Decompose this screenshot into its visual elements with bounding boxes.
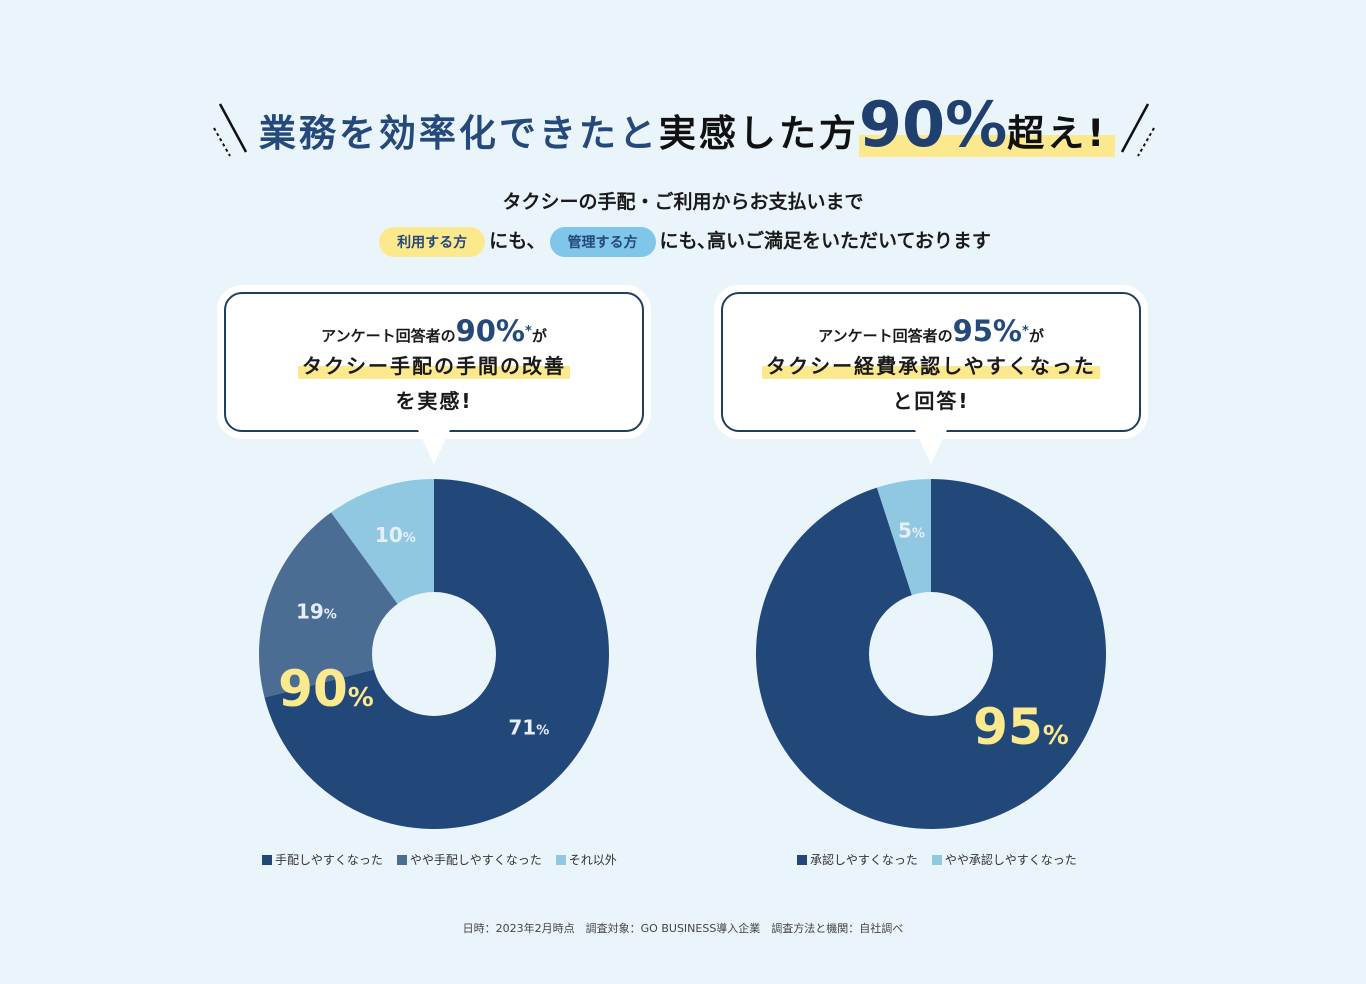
left-legend: 手配しやすくなった やや手配しやすくなった それ以外 [262,851,631,868]
right-callout-tail [915,430,947,464]
headline-part-blue: 業務を効率化できたと [258,112,659,155]
left-callout-after: が [531,327,547,345]
line2-mid: にも、 [489,230,546,252]
left-callout-line2: タクシー手配の手間の改善 [298,350,570,379]
left-callout-lead: アンケート回答者の [321,327,456,345]
legend-item-1-0: 承認しやすくなった [797,851,918,868]
right-donut-chart: 5%95% [756,479,1106,829]
legend-swatch-1-0 [797,855,807,865]
legend-swatch-1-1 [931,855,942,865]
subtitle-line2: 利用する方 にも、 管理する方 にも､高いご満足をいただいております [0,226,1366,257]
legend-item-0-2: それ以外 [555,851,617,868]
slice-label-1-1: 5% [898,519,925,543]
slice-label-0-1: 19% [296,600,337,624]
headline-suffix: 超え! [1007,112,1108,155]
headline: 業務を効率化できたと実感した方 90%超え! [0,88,1366,161]
footer-note: 日時：2023年2月時点 調査対象：GO BUSINESS導入企業 調査方法と機… [462,922,904,935]
headline-big-number: 90% [858,88,1008,161]
right-callout-line2: タクシー経費承認しやすくなった [762,350,1100,379]
right-callout: アンケート回答者の95%*が タクシー経費承認しやすくなった と回答! [721,292,1141,432]
left-callout-tail [418,430,450,464]
legend-item-1-1: やや承認しやすくなった [931,851,1077,868]
legend-label-0-0: 手配しやすくなった [275,853,383,867]
right-callout-pct: 95% [952,314,1022,348]
right-callout-lead: アンケート回答者の [818,327,953,345]
subtitle: タクシーの手配・ご利用からお支払いまで [502,191,864,213]
legend-swatch-0-0 [262,855,272,865]
headline-deco-left [213,103,248,157]
left-callout-pct: 90% [455,314,525,348]
right-legend: 承認しやすくなった やや承認しやすくなった [797,851,1091,868]
legend-label-0-1: やや手配しやすくなった [409,853,542,867]
user-pill: 利用する方 [379,226,486,257]
left-donut-chart: 71%19%10%90% [259,479,609,829]
legend-item-0-0: 手配しやすくなった [262,851,383,868]
headline-part-black: 実感した方 [658,112,859,155]
left-callout: アンケート回答者の90%*が タクシー手配の手間の改善 を実感! [224,292,644,432]
right-callout-after: が [1028,327,1044,345]
donut-hole-0 [372,592,496,716]
left-callout-line3: を実感! [395,389,473,413]
headline-deco-right [1120,103,1155,157]
legend-swatch-0-1 [396,855,407,865]
legend-item-0-1: やや手配しやすくなった [396,851,542,868]
headline-highlight [858,135,1116,157]
line2-end: にも､高いご満足をいただいております [659,230,991,252]
slice-label-0-0: 71% [508,716,549,740]
slice-label-0-2: 10% [375,523,416,547]
legend-label-1-0: 承認しやすくなった [810,853,918,867]
left-callout-star: * [525,324,532,339]
admin-pill: 管理する方 [549,226,656,257]
donut-hole-1 [869,592,993,716]
right-callout-star: * [1022,324,1029,339]
right-callout-line3: と回答! [892,389,970,413]
legend-swatch-0-2 [555,855,566,865]
legend-label-0-2: それ以外 [568,853,617,867]
legend-label-1-1: やや承認しやすくなった [944,853,1077,867]
